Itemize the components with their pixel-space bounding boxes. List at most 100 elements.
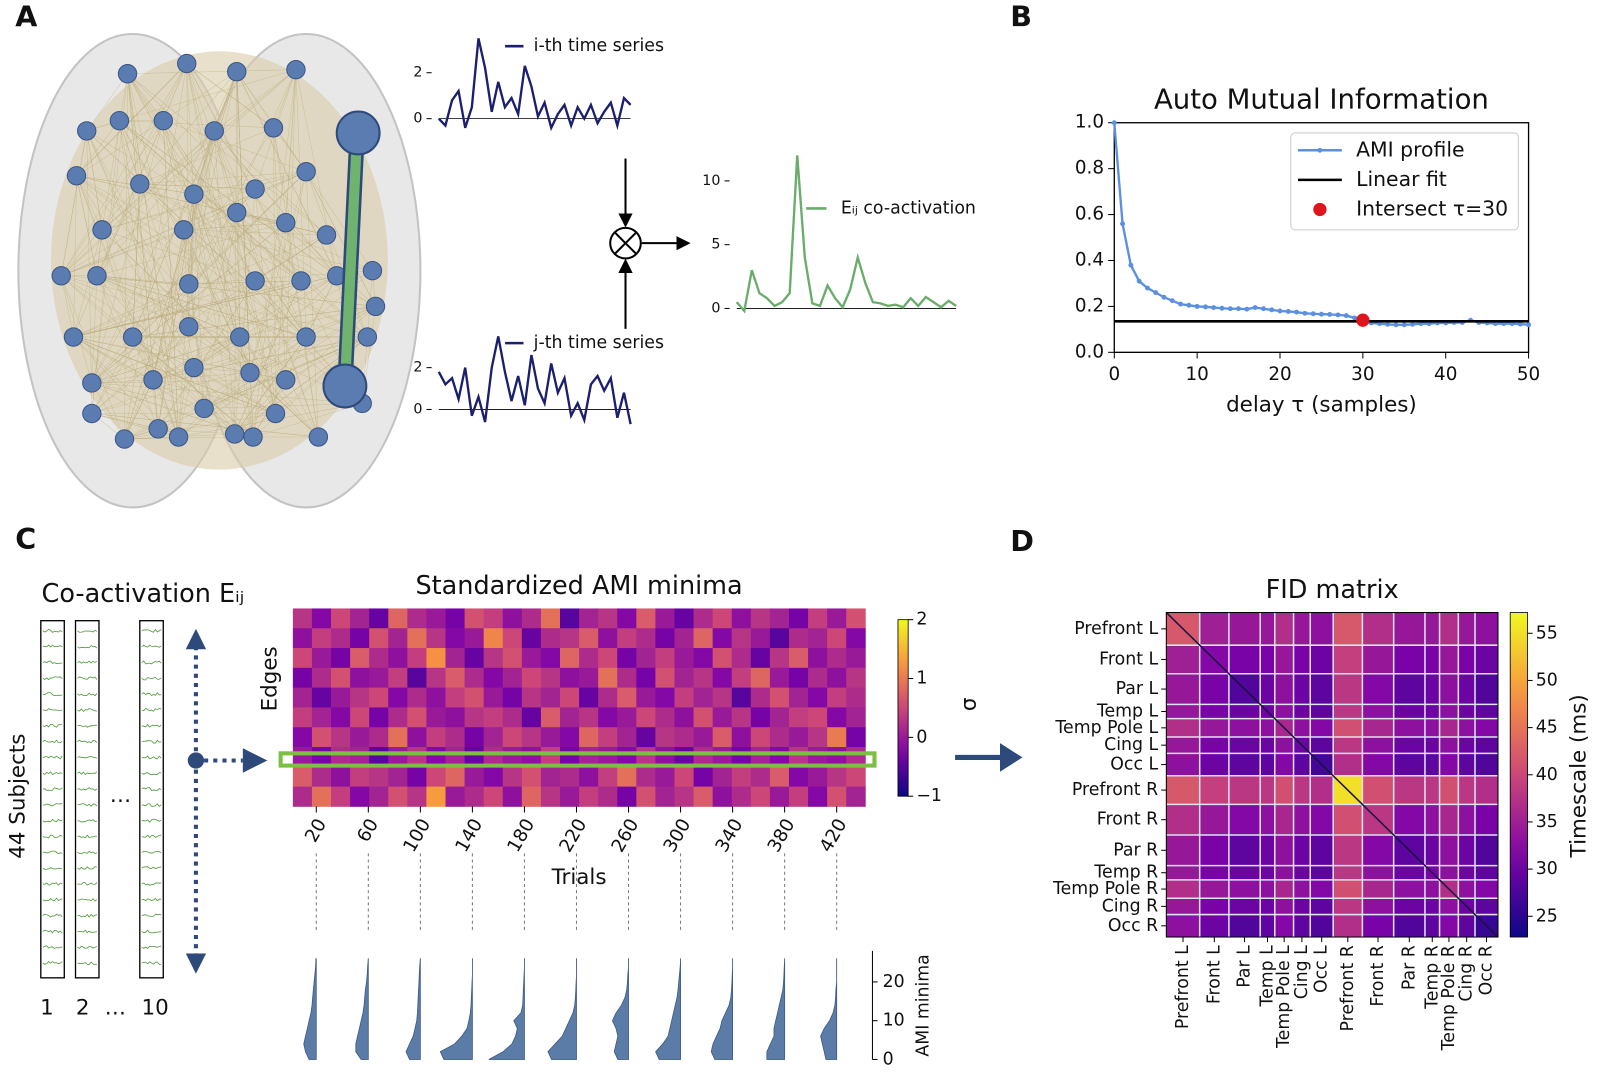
heatmap-cell	[1475, 718, 1499, 738]
heatmap-cell	[1393, 645, 1426, 675]
heatmap-cell	[1293, 914, 1311, 938]
heatmap-cell	[521, 766, 542, 788]
heatmap-cell	[1228, 914, 1261, 938]
heatmap-cell	[1362, 775, 1395, 805]
heatmap-cell	[311, 628, 332, 649]
fiber	[73, 336, 154, 381]
x-tick-label: Front L	[1204, 945, 1224, 1004]
fiber	[61, 63, 187, 276]
heatmap-cell	[769, 687, 790, 708]
y-tick-label: Temp Pole L	[1054, 718, 1158, 738]
heatmap-cell	[846, 687, 866, 708]
heatmap-cell	[712, 786, 733, 807]
x-tick-label: 50	[1517, 364, 1540, 385]
heatmap-cell	[388, 648, 408, 669]
fiber	[132, 336, 235, 435]
y-tick-label: Temp R	[1093, 863, 1158, 883]
heatmap-cell	[808, 687, 828, 708]
heatmap-cell	[1199, 612, 1230, 646]
y-tick-label: 0.0	[1075, 341, 1104, 362]
heatmap-cell	[1166, 914, 1201, 938]
fiber	[193, 194, 241, 338]
heatmap-cell	[1439, 737, 1459, 754]
heatmap-cell	[1228, 704, 1261, 720]
fiber	[214, 130, 237, 213]
heatmap-cell	[426, 766, 446, 788]
x-tick-label: Occ L	[1312, 945, 1332, 993]
trace	[141, 897, 162, 902]
y-tick-label: Temp L	[1096, 702, 1159, 722]
heatmap-cell	[445, 766, 465, 788]
x-tick-label: 40	[1434, 364, 1457, 385]
x-tick-label: 260	[608, 815, 644, 856]
point	[1335, 312, 1341, 318]
fiber	[152, 130, 215, 380]
fiber	[132, 336, 276, 414]
fiber	[91, 379, 154, 384]
heatmap-cell	[1166, 775, 1201, 805]
trace	[42, 913, 63, 918]
x-tick-label: Temp Pole R	[1439, 945, 1459, 1051]
heatmap-cell	[674, 727, 694, 748]
heatmap-cell	[693, 667, 714, 689]
heatmap-cell	[502, 648, 523, 669]
heatmap-cell	[1362, 737, 1395, 754]
heatmap-cell	[1424, 673, 1440, 705]
fiber	[96, 130, 215, 276]
heatmap-cell	[1199, 718, 1230, 738]
heatmap-cell	[1333, 834, 1363, 866]
heatmap-cell	[311, 786, 332, 807]
brain-node	[87, 266, 107, 286]
heatmap-cell	[598, 608, 618, 629]
fiber	[119, 120, 195, 195]
fiber	[157, 280, 256, 429]
trace	[42, 755, 63, 760]
trace	[141, 707, 162, 712]
heatmap-cell	[540, 667, 561, 689]
heatmap-cell	[1439, 775, 1459, 805]
legend-label: Linear fit	[1356, 167, 1447, 191]
heatmap-cell	[311, 766, 332, 788]
x-tick-label: 20	[1268, 364, 1291, 385]
heatmap-cell	[1475, 737, 1499, 754]
trace	[42, 818, 63, 823]
violin	[611, 958, 629, 1060]
heatmap-cell	[1424, 914, 1440, 938]
heatmap-cell	[1333, 718, 1363, 738]
fiber	[119, 120, 274, 129]
trace	[42, 660, 63, 665]
heatmap-cell	[1333, 737, 1363, 754]
fiber	[86, 73, 128, 132]
point	[1153, 290, 1159, 296]
fiber	[152, 379, 276, 414]
legend-box	[1290, 132, 1519, 231]
heatmap-cell	[1458, 673, 1476, 705]
y-axis-label: Edges	[257, 646, 282, 711]
fiber	[73, 336, 251, 373]
heatmap-cell	[502, 786, 523, 807]
trace	[77, 660, 98, 664]
heatmap-cell	[1362, 898, 1395, 915]
heatmap-cell	[521, 707, 542, 728]
heatmap-cell	[1228, 645, 1261, 675]
legend-marker	[1317, 147, 1323, 153]
fiber	[186, 63, 205, 409]
heatmap-cell	[674, 628, 694, 649]
heatmap-cell	[1199, 834, 1230, 866]
fiber	[91, 127, 274, 414]
heatmap-cell	[407, 707, 427, 728]
fiber	[183, 229, 251, 373]
heatmap-cell	[1228, 737, 1261, 754]
heatmap-cell	[560, 707, 580, 728]
fiber	[273, 127, 302, 281]
heatmap-cell	[388, 667, 408, 689]
fiber	[188, 171, 307, 285]
heatmap-cell	[1475, 804, 1499, 836]
legend-label: Intersect τ=30	[1356, 196, 1508, 220]
brain-node	[177, 53, 197, 74]
heatmap-cell	[1293, 804, 1311, 836]
fiber	[234, 280, 302, 435]
heatmap-cell	[1439, 753, 1459, 777]
brain-node	[173, 220, 194, 240]
